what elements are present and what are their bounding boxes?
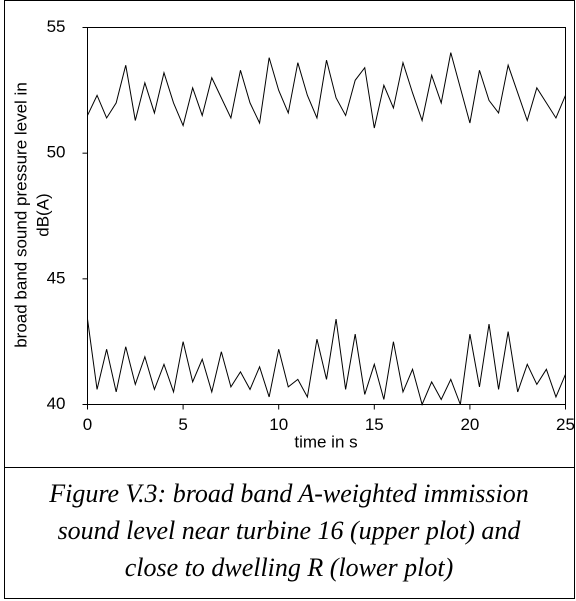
caption: Figure V.3: broad band A-weighted immiss… <box>48 479 529 508</box>
caption-frame <box>4 467 575 599</box>
plot-frame <box>87 27 566 405</box>
y-tick-label: 55 <box>47 17 66 36</box>
y-tick-label: 50 <box>47 143 66 162</box>
caption: sound level near turbine 16 (upper plot)… <box>58 516 522 545</box>
y-axis-label: dB(A) <box>33 193 52 236</box>
caption: close to dwelling R (lower plot) <box>125 553 454 582</box>
chart-frame <box>4 0 575 468</box>
x-tick-label: 15 <box>365 415 384 434</box>
x-tick-label: 20 <box>460 415 479 434</box>
x-axis-label: time in s <box>294 432 357 451</box>
x-tick-label: 5 <box>178 415 187 434</box>
x-tick-label: 25 <box>556 415 575 434</box>
x-tick-label: 0 <box>83 415 92 434</box>
x-tick-label: 10 <box>269 415 288 434</box>
data-line <box>87 52 566 129</box>
data-line <box>87 318 566 407</box>
y-tick-label: 45 <box>47 268 66 287</box>
y-axis-label: broad band sound pressure level in <box>11 82 30 348</box>
y-tick-label: 40 <box>47 394 66 413</box>
